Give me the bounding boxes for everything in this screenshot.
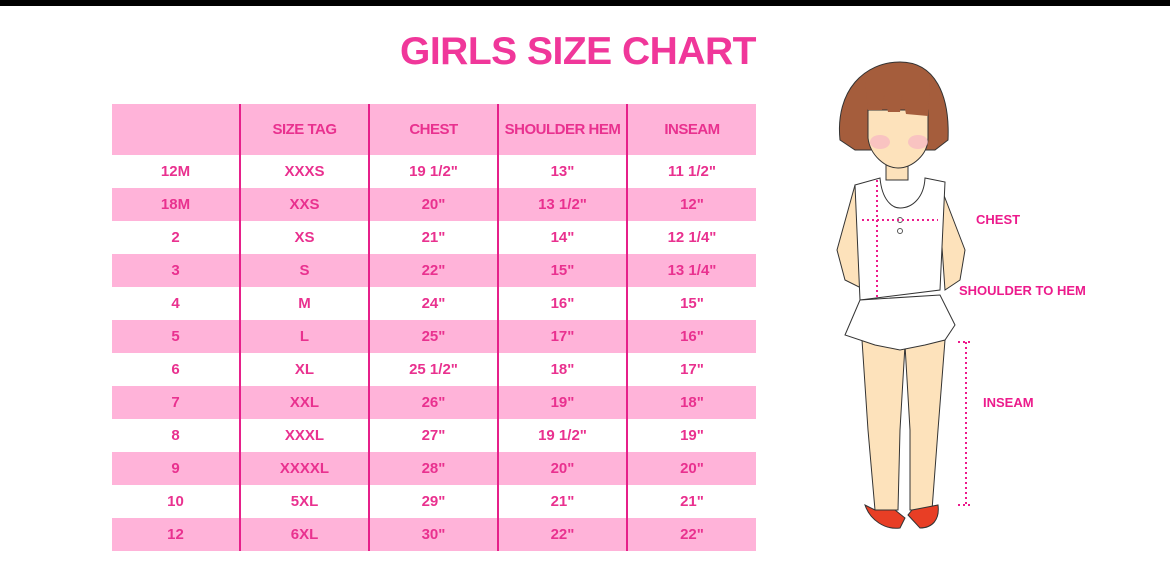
table-cell: 5XL	[239, 485, 369, 518]
table-cell: XXXL	[239, 419, 369, 452]
table-cell: 11 1/2"	[626, 155, 756, 188]
table-cell: 4	[171, 295, 180, 312]
table-cell: 6XL	[239, 518, 369, 551]
inseam-label: INSEAM	[983, 395, 1034, 410]
table-cell: 15"	[626, 287, 756, 320]
table-cell: L	[239, 320, 369, 353]
table-cell: 24"	[368, 287, 498, 320]
table-cell: 20"	[626, 452, 756, 485]
table-row: 7 XXL 26" 19" 18"	[112, 386, 756, 419]
table-cell: 2	[171, 229, 180, 246]
table-cell: 3	[112, 254, 240, 287]
table-row: 18M XXS 20" 13 1/2" 12"	[112, 188, 756, 221]
table-cell: 20"	[497, 452, 627, 485]
size-table: SIZE TAG CHEST SHOULDER HEM INSEAM 12M XXXS 1…	[112, 104, 756, 551]
table-cell: 18"	[626, 386, 756, 419]
table-row: 8 XXXL 27" 19 1/2" 19"	[112, 419, 756, 452]
table-cell: 12 1/4"	[626, 221, 756, 254]
table-cell: 17"	[626, 353, 756, 386]
table-cell: 19"	[497, 386, 627, 419]
table-cell: 13 1/2"	[497, 188, 627, 221]
table-cell: XXXXL	[239, 452, 369, 485]
table-cell: 19 1/2"	[368, 155, 498, 188]
column-header: SHOULDER HEM	[497, 104, 627, 155]
table-cell: 9	[112, 452, 240, 485]
table-row: 2 XS 21" 14" 12 1/4"	[112, 221, 756, 254]
table-row: 10 5XL 29" 21" 21"	[112, 485, 756, 518]
shoulder-to-hem-label: SHOULDER TO HEM	[959, 283, 1086, 298]
column-header: CHEST	[368, 104, 498, 155]
table-cell: 22"	[626, 518, 756, 551]
table-cell: XXS	[239, 188, 369, 221]
table-row: 5 L 25" 17" 16"	[112, 320, 756, 353]
table-cell: 25 1/2"	[368, 353, 498, 386]
table-cell: 10	[167, 493, 184, 510]
table-cell: XXL	[239, 386, 369, 419]
table-cell: XL	[239, 353, 369, 386]
table-cell: M	[239, 287, 369, 320]
table-cell: 25"	[368, 320, 498, 353]
table-cell: 21"	[497, 485, 627, 518]
table-header-row: SIZE TAG CHEST SHOULDER HEM INSEAM	[112, 104, 756, 155]
table-cell: 22"	[497, 518, 627, 551]
table-cell: 17"	[497, 320, 627, 353]
top-bar	[0, 0, 1170, 6]
table-cell: 15"	[497, 254, 627, 287]
table-cell: 18"	[497, 353, 627, 386]
table-cell: 22"	[368, 254, 498, 287]
table-row: 6 XL 25 1/2" 18" 17"	[112, 353, 756, 386]
table-cell: S	[239, 254, 369, 287]
girl-figure-icon	[836, 61, 972, 529]
column-header	[112, 104, 240, 155]
table-cell: 12M	[160, 163, 191, 180]
table-row: 9 XXXXL 28" 20" 20"	[112, 452, 756, 485]
table-cell: 12	[112, 518, 240, 551]
table-cell: 14"	[497, 221, 627, 254]
table-cell: 12"	[626, 188, 756, 221]
girl-illustration: CHEST SHOULDER TO HEM INSEAM	[820, 50, 1120, 550]
table-cell: 5	[112, 320, 240, 353]
table-cell: 7	[112, 386, 240, 419]
table-row: 3 S 22" 15" 13 1/4"	[112, 254, 756, 287]
table-cell: 21"	[368, 221, 498, 254]
table-cell: 8	[171, 427, 180, 444]
table-row: 12 6XL 30" 22" 22"	[112, 518, 756, 551]
table-cell: 19 1/2"	[497, 419, 627, 452]
table-cell: 26"	[368, 386, 498, 419]
table-cell: 18M	[112, 188, 240, 221]
table-cell: 13 1/4"	[626, 254, 756, 287]
table-cell: 19"	[626, 419, 756, 452]
table-cell: XXXS	[239, 155, 369, 188]
table-row: 12M XXXS 19 1/2" 13" 11 1/2"	[112, 155, 756, 188]
table-cell: 20"	[368, 188, 498, 221]
chest-label: CHEST	[976, 212, 1021, 227]
table-cell: XS	[239, 221, 369, 254]
column-header: INSEAM	[626, 104, 756, 155]
table-cell: 29"	[368, 485, 498, 518]
table-cell: 21"	[626, 485, 756, 518]
page-title: GIRLS SIZE CHART	[399, 30, 757, 73]
table-cell: 16"	[497, 287, 627, 320]
table-cell: 27"	[368, 419, 498, 452]
column-header: SIZE TAG	[239, 104, 369, 155]
table-cell: 6	[171, 361, 180, 378]
table-cell: 16"	[626, 320, 756, 353]
table-cell: 28"	[368, 452, 498, 485]
table-row: 4 M 24" 16" 15"	[112, 287, 756, 320]
table-cell: 30"	[368, 518, 498, 551]
table-cell: 13"	[497, 155, 627, 188]
